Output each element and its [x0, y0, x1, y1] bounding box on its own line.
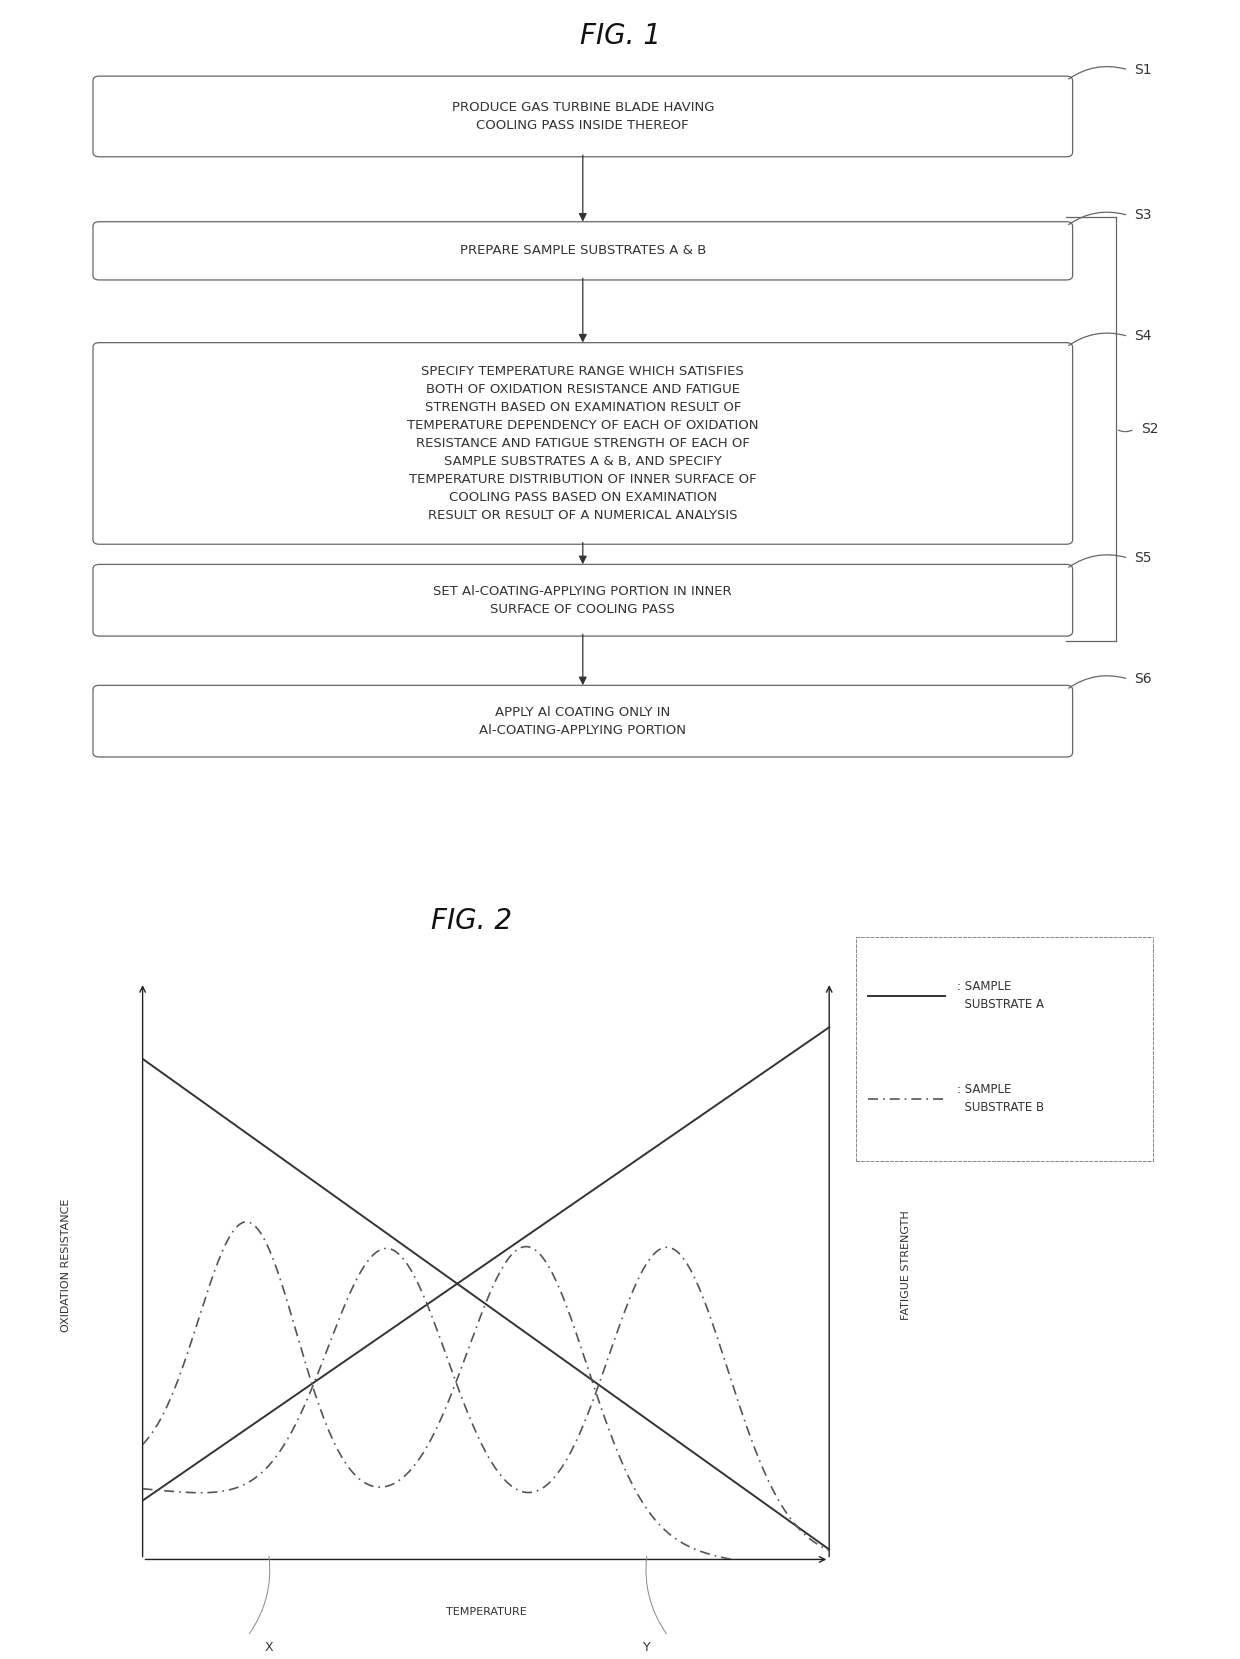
Text: FIG. 1: FIG. 1	[579, 23, 661, 50]
FancyBboxPatch shape	[93, 222, 1073, 280]
Text: S5: S5	[1135, 551, 1152, 566]
Text: PREPARE SAMPLE SUBSTRATES A & B: PREPARE SAMPLE SUBSTRATES A & B	[460, 244, 706, 257]
FancyBboxPatch shape	[93, 685, 1073, 757]
Text: X: X	[264, 1641, 273, 1654]
FancyBboxPatch shape	[93, 564, 1073, 635]
Text: SPECIFY TEMPERATURE RANGE WHICH SATISFIES
BOTH OF OXIDATION RESISTANCE AND FATIG: SPECIFY TEMPERATURE RANGE WHICH SATISFIE…	[407, 365, 759, 523]
Text: : SAMPLE
  SUBSTRATE A: : SAMPLE SUBSTRATE A	[957, 980, 1044, 1010]
Text: APPLY Al COATING ONLY IN
Al-COATING-APPLYING PORTION: APPLY Al COATING ONLY IN Al-COATING-APPL…	[480, 705, 686, 737]
Text: OXIDATION RESISTANCE: OXIDATION RESISTANCE	[61, 1198, 71, 1332]
Text: S2: S2	[1141, 421, 1158, 436]
FancyBboxPatch shape	[93, 76, 1073, 158]
Text: PRODUCE GAS TURBINE BLADE HAVING
COOLING PASS INSIDE THEREOF: PRODUCE GAS TURBINE BLADE HAVING COOLING…	[451, 101, 714, 133]
Text: FATIGUE STRENGTH: FATIGUE STRENGTH	[901, 1209, 911, 1321]
Text: Y: Y	[644, 1641, 651, 1654]
Text: TEMPERATURE: TEMPERATURE	[445, 1608, 526, 1618]
FancyBboxPatch shape	[93, 343, 1073, 544]
Text: S3: S3	[1135, 209, 1152, 222]
Text: S1: S1	[1135, 63, 1152, 76]
Text: S6: S6	[1135, 672, 1152, 687]
Text: : SAMPLE
  SUBSTRATE B: : SAMPLE SUBSTRATE B	[957, 1083, 1044, 1113]
Text: FIG. 2: FIG. 2	[430, 907, 512, 934]
Text: SET Al-COATING-APPLYING PORTION IN INNER
SURFACE OF COOLING PASS: SET Al-COATING-APPLYING PORTION IN INNER…	[434, 584, 732, 615]
Text: S4: S4	[1135, 330, 1152, 343]
